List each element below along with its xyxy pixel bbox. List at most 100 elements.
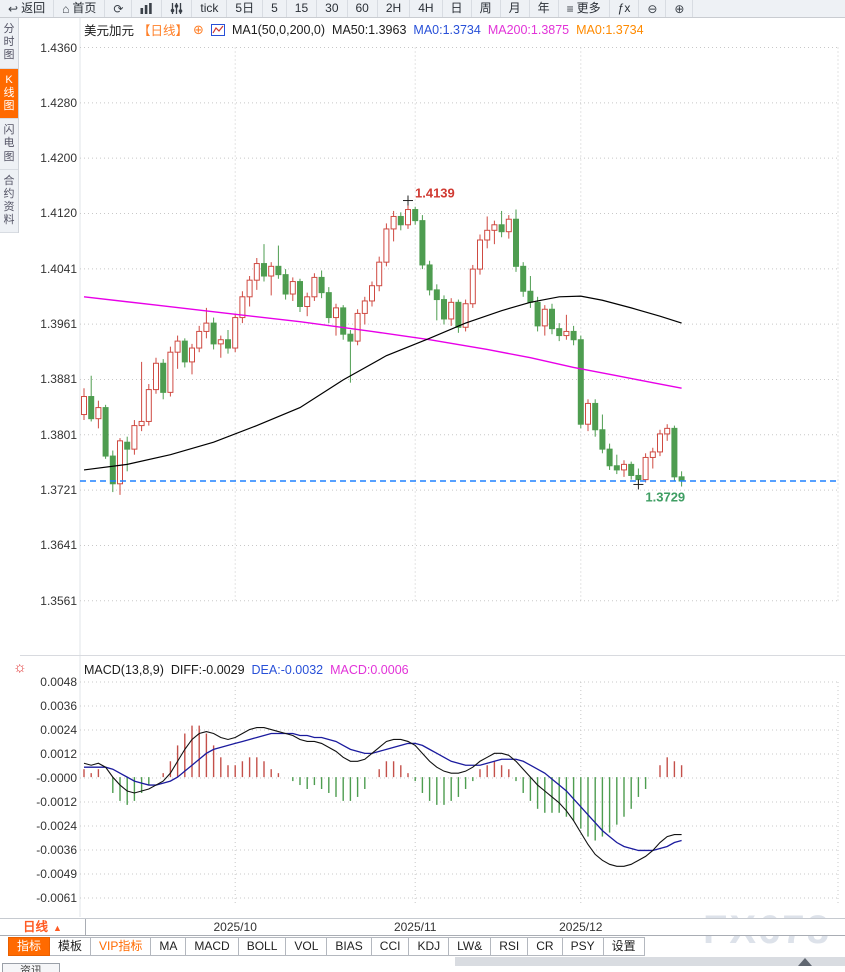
macd-axis-label: -0.0061 (36, 891, 77, 905)
high-price-annotation: 1.4139 (415, 186, 455, 201)
sidebar-item-label: 分时图 (3, 23, 15, 62)
tab-boll[interactable]: BOLL (238, 937, 287, 956)
period-label[interactable]: 【日线】 (138, 24, 189, 38)
macd-axis-label: -0.0024 (36, 819, 77, 833)
price-axis-label: 1.4360 (40, 40, 77, 55)
tab-indicators[interactable]: 指标 (8, 937, 51, 956)
tab-rsi[interactable]: RSI (491, 937, 529, 956)
toolbar-button-day[interactable]: 日 (443, 0, 472, 17)
toolbar-button-4h[interactable]: 4H (410, 0, 443, 17)
toolbar-button-label: 5日 (235, 1, 255, 15)
toolbar-button-label: 5 (271, 1, 278, 15)
tab-bias[interactable]: BIAS (327, 937, 372, 956)
toolbar-button-label: 30 (325, 1, 339, 15)
toolbar-button-min-5[interactable]: 5 (263, 0, 287, 17)
toolbar-button-tick[interactable]: tick (192, 0, 228, 17)
indicator-sliders-icon (170, 3, 183, 14)
toolbar-button-label: 60 (355, 1, 369, 15)
tab-macd[interactable]: MACD (186, 937, 239, 956)
tab-vol[interactable]: VOL (286, 937, 328, 956)
price-axis-label: 1.3801 (40, 427, 77, 442)
tab-templates[interactable]: 模板 (50, 937, 92, 956)
tab-ma[interactable]: MA (151, 937, 187, 956)
period-selector-label: 日线 (23, 920, 49, 934)
toolbar-button-refresh[interactable]: ⟳ (105, 0, 133, 17)
bar-chart-icon (140, 3, 153, 14)
zoom-out-icon: ⊖ (647, 1, 658, 16)
toolbar-button-label: 年 (537, 1, 550, 15)
toolbar-button-label: 日 (450, 1, 463, 15)
sidebar-item-timeshare-chart[interactable]: 分时图 (0, 18, 18, 69)
toolbar-button-label: 15 (294, 1, 309, 15)
toolbar-button-year[interactable]: 年 (530, 0, 559, 17)
toolbar-button-min-60[interactable]: 60 (348, 0, 378, 17)
ma0-orange-value: MA0:1.3734 (576, 22, 644, 37)
toolbar-button-label: 2H (385, 1, 402, 15)
toolbar-button-zoom-in[interactable]: ⊕ (666, 0, 694, 17)
toolbar-button-label: 首页 (72, 1, 97, 15)
toolbar-button-min-15[interactable]: 15 (287, 0, 318, 17)
toolbar-button-2h[interactable]: 2H (378, 0, 411, 17)
price-axis-label: 1.3561 (40, 593, 77, 608)
toolbar-button-fx[interactable]: ƒx (610, 0, 640, 17)
tab-cci[interactable]: CCI (371, 937, 410, 956)
toolbar-button-more[interactable]: ≡ 更多 (559, 0, 610, 17)
tab-lwr[interactable]: LW& (449, 937, 492, 956)
ma0-blue-value: MA0:1.3734 (413, 22, 481, 37)
price-axis-label: 1.3721 (40, 483, 77, 498)
toolbar-button-home[interactable]: ⌂ 首页 (54, 0, 106, 17)
tab-settings[interactable]: 设置 (603, 937, 645, 956)
mini-chart-icon (210, 23, 225, 36)
collapse-arrow-icon[interactable] (798, 958, 812, 966)
tab-psy[interactable]: PSY (562, 937, 604, 956)
indicator-tab-bar: 指标 模板 VIP指标 MA MACD BOLL VOL BIAS CCI KDJ LW& RSI CR… (8, 937, 645, 956)
x-axis-label: 2025/11 (393, 920, 437, 934)
toolbar-button-5-day[interactable]: 5日 (227, 0, 264, 17)
sidebar-item-label: 合约资料 (3, 174, 15, 227)
sidebar-item-contract-info[interactable]: 合约资料 (0, 170, 18, 234)
sidebar-item-lightning-chart[interactable]: 闪电图 (0, 119, 18, 170)
macd-axis-label: -0.0000 (36, 771, 77, 785)
refresh-icon: ⟳ (113, 1, 124, 16)
add-indicator-icon[interactable]: ⊕ (193, 21, 204, 37)
price-axis-label: 1.4200 (40, 151, 77, 166)
more-icon: ≡ (566, 1, 574, 16)
tab-cr[interactable]: CR (528, 937, 563, 956)
toolbar-button-back[interactable]: ↩ 返回 (0, 0, 55, 17)
macd-axis-label: -0.0012 (36, 795, 77, 809)
tab-vip-indicators[interactable]: VIP指标 (91, 937, 152, 956)
price-axis-label: 1.3881 (40, 372, 77, 387)
toolbar-button-label: 月 (508, 1, 521, 15)
sidebar-item-label: K线图 (3, 73, 15, 112)
toolbar-button-min-30[interactable]: 30 (317, 0, 348, 17)
ma-formula: MA1(50,0,200,0) (231, 22, 326, 37)
news-tab[interactable]: 资讯 (2, 963, 60, 972)
toolbar-button-week[interactable]: 周 (472, 0, 501, 17)
toolbar-button-indicator-sliders[interactable] (162, 0, 193, 17)
toolbar-button-label: 返回 (21, 1, 46, 15)
x-axis-label: 2025/10 (213, 920, 257, 934)
price-axis-label: 1.4041 (40, 261, 77, 276)
price-axis-label: 1.3961 (40, 317, 77, 332)
toolbar-button-label: ƒx (617, 1, 631, 15)
toolbar-button-bar-chart[interactable] (132, 0, 163, 17)
macd-axis-label: 0.0024 (40, 723, 77, 737)
symbol-name: 美元加元 (84, 24, 135, 38)
toolbar-button-month[interactable]: 月 (501, 0, 530, 17)
macd-value: MACD:0.0006 (330, 663, 409, 677)
macd-axis-label: -0.0049 (36, 867, 77, 881)
indicator-settings-icon[interactable]: ☼ (13, 659, 27, 676)
sidebar-item-kline-chart[interactable]: K线图 (0, 68, 18, 120)
tab-kdj[interactable]: KDJ (409, 937, 450, 956)
macd-axis-label: 0.0048 (40, 675, 77, 689)
back-icon: ↩ (8, 1, 19, 16)
zoom-in-icon: ⊕ (674, 1, 685, 16)
toolbar-button-zoom-out[interactable]: ⊖ (639, 0, 667, 17)
macd-axis-label: -0.0036 (36, 843, 77, 857)
macd-dea-value: DEA:-0.0032 (251, 663, 324, 677)
period-selector-button[interactable]: 日线 ▲ (10, 919, 86, 936)
ma50-value: MA50:1.3963 (332, 22, 407, 37)
bottom-scroll-strip[interactable] (455, 957, 845, 966)
